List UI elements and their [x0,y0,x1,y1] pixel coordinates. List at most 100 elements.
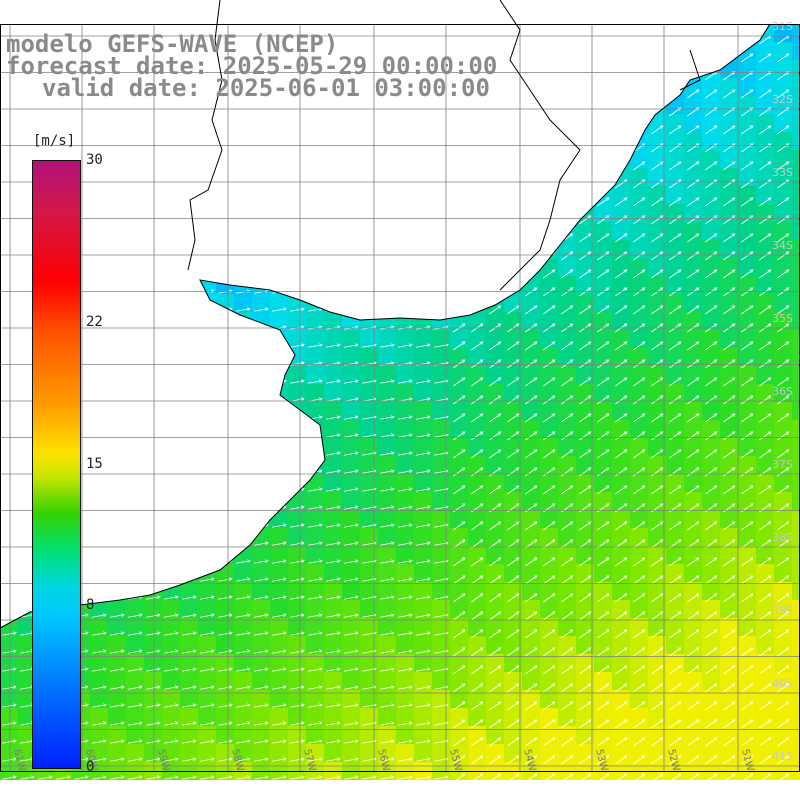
wind-speed-cell [720,492,738,510]
wind-arrow [687,89,700,99]
wind-arrow [705,467,718,477]
wind-speed-cell [720,348,738,366]
wind-speed-cell [684,492,702,510]
wind-speed-cell [720,258,738,276]
wind-speed-cell [666,384,684,402]
wind-speed-cell [792,618,800,636]
wind-arrow [759,431,772,441]
wind-arrow [579,395,592,405]
wind-speed-cell [540,402,558,420]
wind-arrow [705,125,718,135]
wind-speed-cell [738,222,756,240]
wind-arrow [525,341,538,351]
wind-arrow [597,485,610,495]
wind-arrow [308,505,323,510]
wind-speed-cell [666,690,684,708]
wind-speed-cell [720,168,738,186]
wind-speed-cell [468,618,486,636]
wind-speed-cell [774,600,792,618]
wind-speed-cell [630,366,648,384]
colorbar-tick-label: 30 [86,152,103,168]
wind-arrow [633,215,646,225]
wind-speed-cell [792,168,800,186]
wind-speed-cell [558,744,576,762]
wind-speed-cell [756,42,774,60]
wind-arrow [759,251,772,261]
wind-arrow [507,467,520,477]
wind-arrow [597,341,610,351]
wind-arrow [633,269,646,279]
wind-speed-cell [612,402,630,420]
wind-speed-cell [774,690,792,708]
wind-arrow [398,451,413,456]
wind-arrow [687,377,700,387]
wind-speed-cell [702,132,720,150]
wind-arrow [344,487,359,492]
wind-speed-cell [468,690,486,708]
wind-speed-cell [666,672,684,690]
wind-arrow [597,251,610,261]
wind-speed-cell [630,708,648,726]
wind-speed-cell [468,600,486,618]
wind-speed-cell [558,384,576,402]
wind-speed-cell [756,456,774,474]
wind-arrow [579,269,592,279]
wind-speed-cell [720,438,738,456]
wind-speed-cell [540,582,558,600]
wind-speed-cell [774,150,792,168]
wind-speed-cell [540,636,558,654]
wind-speed-cell [594,222,612,240]
wind-arrow [489,359,502,369]
wind-speed-cell [504,654,522,672]
wind-speed-cell [450,636,468,654]
wind-speed-cell [522,384,540,402]
wind-speed-cell [774,60,792,78]
wind-arrow [489,377,502,387]
wind-speed-cell [702,330,720,348]
wind-speed-cell [540,438,558,456]
wind-speed-cell [630,456,648,474]
wind-arrow [741,341,754,351]
wind-speed-cell [738,672,756,690]
wind-speed-cell [792,726,800,744]
wind-speed-cell [504,402,522,420]
wind-speed-cell [450,582,468,600]
wind-arrow [777,413,790,423]
colorbar [32,160,81,769]
wind-speed-cell [612,330,630,348]
wind-speed-cell [576,600,594,618]
wind-speed-cell [576,546,594,564]
wind-speed-cell [684,168,702,186]
wind-arrow [561,485,574,495]
wind-arrow [561,413,574,423]
wind-speed-cell [450,690,468,708]
wind-speed-cell [774,240,792,258]
wind-speed-cell [648,276,666,294]
wind-speed-cell [720,78,738,96]
wind-speed-cell [612,438,630,456]
wind-arrow [777,485,790,495]
wind-speed-cell [612,348,630,366]
wind-speed-cell [522,402,540,420]
wind-speed-cell [738,744,756,762]
wind-arrow [777,125,790,135]
wind-speed-cell [702,114,720,132]
wind-speed-cell [792,600,800,618]
wind-speed-cell [540,366,558,384]
wind-arrow [579,431,592,441]
wind-speed-cell [576,366,594,384]
wind-arrow [669,287,682,297]
wind-arrow [687,161,700,171]
wind-arrow [741,359,754,369]
wind-speed-cell [504,672,522,690]
wind-speed-cell [648,492,666,510]
wind-speed-cell [792,348,800,366]
wind-speed-cell [630,240,648,258]
wind-speed-cell [612,546,630,564]
wind-speed-cell [666,240,684,258]
wind-arrow [579,467,592,477]
wind-speed-cell [648,672,666,690]
wind-speed-cell [738,492,756,510]
wind-arrow [705,233,718,243]
wind-speed-cell [792,96,800,114]
